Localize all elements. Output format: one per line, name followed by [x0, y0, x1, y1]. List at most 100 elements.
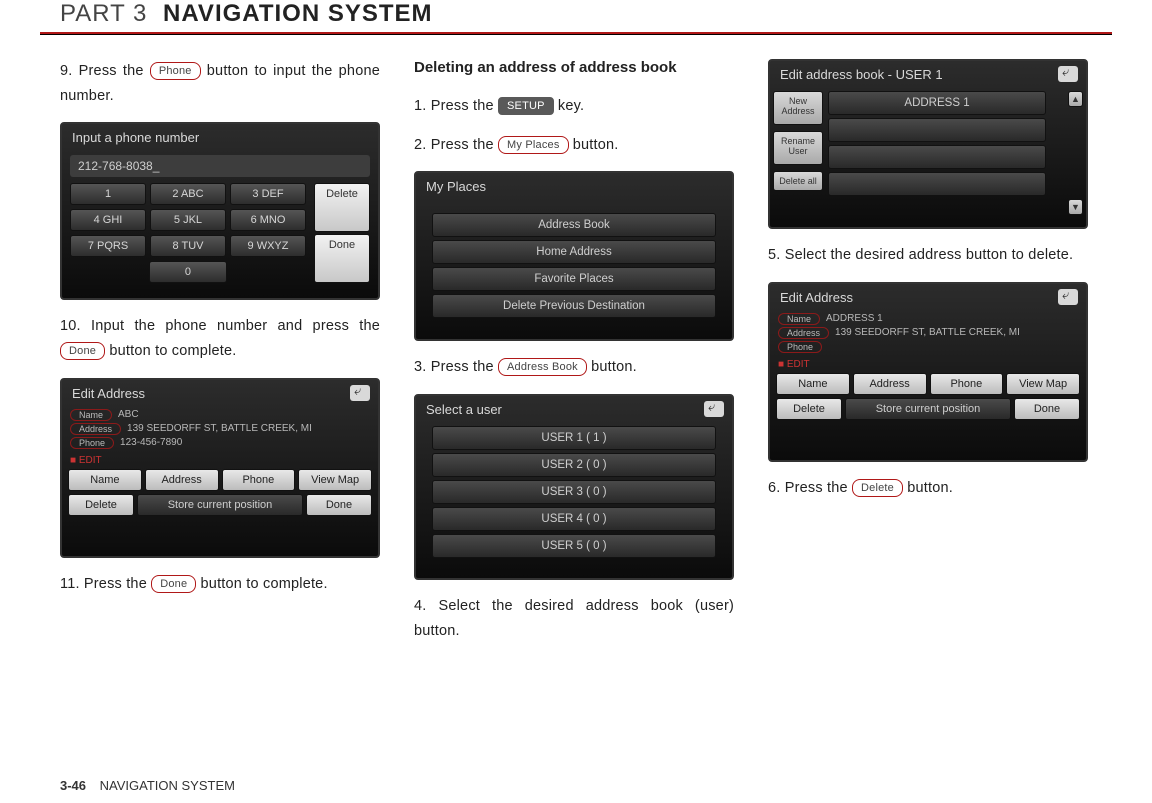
name-label: Name	[778, 313, 820, 325]
step-d4: 4. Select the desired address book (user…	[414, 594, 734, 643]
tab-done[interactable]: Done	[1014, 398, 1080, 420]
book-row-3[interactable]	[828, 145, 1046, 169]
d3-pre: 3. Press the	[414, 359, 498, 375]
myplaces-button-pill: My Places	[498, 136, 569, 154]
done-button-pill-2: Done	[151, 575, 196, 593]
key-8[interactable]: 8 TUV	[150, 235, 226, 257]
tab-name[interactable]: Name	[68, 469, 142, 491]
setup-key-pill: SETUP	[498, 97, 554, 115]
user-5[interactable]: USER 5 ( 0 )	[432, 534, 716, 558]
back-icon[interactable]	[704, 401, 724, 417]
addr-label: Address	[778, 327, 829, 339]
book-row-2[interactable]	[828, 118, 1046, 142]
menu-home-address[interactable]: Home Address	[432, 240, 716, 264]
screenshot-input-phone: Input a phone number 212-768-8038_ 1 2 A…	[60, 122, 380, 300]
scroll-down-icon[interactable]: ▼	[1068, 199, 1083, 215]
info-phone: Phone	[778, 341, 1078, 353]
key-0[interactable]: 0	[149, 261, 226, 283]
screenshot-edit-address-2: Edit Address Name ADDRESS 1 Address 139 SE…	[768, 282, 1088, 462]
back-icon[interactable]	[1058, 66, 1078, 82]
user-1[interactable]: USER 1 ( 1 )	[432, 426, 716, 450]
page-footer: 3-46 NAVIGATION SYSTEM	[60, 778, 235, 793]
key-4[interactable]: 4 GHI	[70, 209, 146, 231]
shot-title: Edit Address	[770, 284, 1086, 311]
delete-button-pill: Delete	[852, 479, 903, 497]
user-2[interactable]: USER 2 ( 0 )	[432, 453, 716, 477]
side-rename-user[interactable]: Rename User	[773, 131, 823, 165]
key-6[interactable]: 6 MNO	[230, 209, 306, 231]
tab-store[interactable]: Store current position	[137, 494, 303, 516]
edit-label: ■ EDIT	[778, 359, 1078, 370]
key-7[interactable]: 7 PQRS	[70, 235, 146, 257]
step-d2: 2. Press the My Places button.	[414, 133, 734, 158]
shot-title: Edit address book - USER 1	[770, 61, 1086, 88]
d3-post: button.	[591, 359, 637, 375]
d2-post: button.	[573, 137, 619, 153]
side-new-address[interactable]: New Address	[773, 91, 823, 125]
phone-label: Phone	[70, 437, 114, 449]
menu-address-book[interactable]: Address Book	[432, 213, 716, 237]
key-2[interactable]: 2 ABC	[150, 183, 226, 205]
key-3[interactable]: 3 DEF	[230, 183, 306, 205]
step10-post: button to complete.	[109, 343, 236, 359]
info-name: Name ADDRESS 1	[778, 313, 1078, 325]
d6-pre: 6. Press the	[768, 480, 852, 496]
d1-pre: 1. Press the	[414, 98, 498, 114]
shot-title: Input a phone number	[62, 124, 378, 151]
footer-section: NAVIGATION SYSTEM	[100, 778, 235, 793]
step-11: 11. Press the Done button to complete.	[60, 572, 380, 597]
shot-title: Select a user	[416, 396, 732, 423]
user-3[interactable]: USER 3 ( 0 )	[432, 480, 716, 504]
menu-favorite[interactable]: Favorite Places	[432, 267, 716, 291]
column-2: Deleting an address of address book 1. P…	[414, 59, 734, 657]
tab-name[interactable]: Name	[776, 373, 850, 395]
edit-text: EDIT	[787, 359, 810, 370]
key-9[interactable]: 9 WXYZ	[230, 235, 306, 257]
name-value: ADDRESS 1	[826, 313, 883, 324]
tab-delete[interactable]: Delete	[68, 494, 134, 516]
done-button[interactable]: Done	[314, 234, 370, 283]
key-5[interactable]: 5 JKL	[150, 209, 226, 231]
back-icon[interactable]	[1058, 289, 1078, 305]
step-d3: 3. Press the Address Book button.	[414, 355, 734, 380]
edit-text: EDIT	[79, 455, 102, 466]
tab-phone[interactable]: Phone	[930, 373, 1004, 395]
name-value: ABC	[118, 409, 139, 420]
screenshot-edit-address-1: Edit Address NameABC Address139 SEEDORFF…	[60, 378, 380, 558]
addressbook-button-pill: Address Book	[498, 358, 587, 376]
tab-store[interactable]: Store current position	[845, 398, 1011, 420]
screenshot-my-places: My Places Address Book Home Address Favo…	[414, 171, 734, 341]
step-d1: 1. Press the SETUP key.	[414, 94, 734, 119]
book-row-1[interactable]: ADDRESS 1	[828, 91, 1046, 115]
book-row-4[interactable]	[828, 172, 1046, 196]
info-address: Address 139 SEEDORFF ST, BATTLE CREEK, MI	[778, 327, 1078, 339]
delete-button[interactable]: Delete	[314, 183, 370, 232]
edit-label: ■ EDIT	[70, 455, 370, 466]
phone-button-pill: Phone	[150, 62, 201, 80]
user-4[interactable]: USER 4 ( 0 )	[432, 507, 716, 531]
addr-value: 139 SEEDORFF ST, BATTLE CREEK, MI	[127, 423, 312, 434]
step11-pre: 11. Press the	[60, 576, 151, 592]
phone-label: Phone	[778, 341, 822, 353]
tab-delete[interactable]: Delete	[776, 398, 842, 420]
scroll-up-icon[interactable]: ▲	[1068, 91, 1083, 107]
page-header: PART 3 NAVIGATION SYSTEM	[0, 0, 1152, 32]
step-d5: 5. Select the desired address button to …	[768, 243, 1088, 268]
column-3: Edit address book - USER 1 New Address R…	[768, 59, 1088, 657]
menu-delete-prev[interactable]: Delete Previous Destination	[432, 294, 716, 318]
tab-viewmap[interactable]: View Map	[1006, 373, 1080, 395]
tab-done[interactable]: Done	[306, 494, 372, 516]
back-icon[interactable]	[350, 385, 370, 401]
step-d6: 6. Press the Delete button.	[768, 476, 1088, 501]
d2-pre: 2. Press the	[414, 137, 498, 153]
tab-phone[interactable]: Phone	[222, 469, 296, 491]
tab-address[interactable]: Address	[853, 373, 927, 395]
addr-value: 139 SEEDORFF ST, BATTLE CREEK, MI	[835, 327, 1020, 338]
tab-address[interactable]: Address	[145, 469, 219, 491]
tab-viewmap[interactable]: View Map	[298, 469, 372, 491]
side-delete-all[interactable]: Delete all	[773, 171, 823, 191]
step9-pre: 9. Press the	[60, 63, 150, 79]
column-1: 9. Press the Phone button to input the p…	[60, 59, 380, 657]
info-phone: Phone123-456-7890	[70, 437, 370, 449]
key-1[interactable]: 1	[70, 183, 146, 205]
